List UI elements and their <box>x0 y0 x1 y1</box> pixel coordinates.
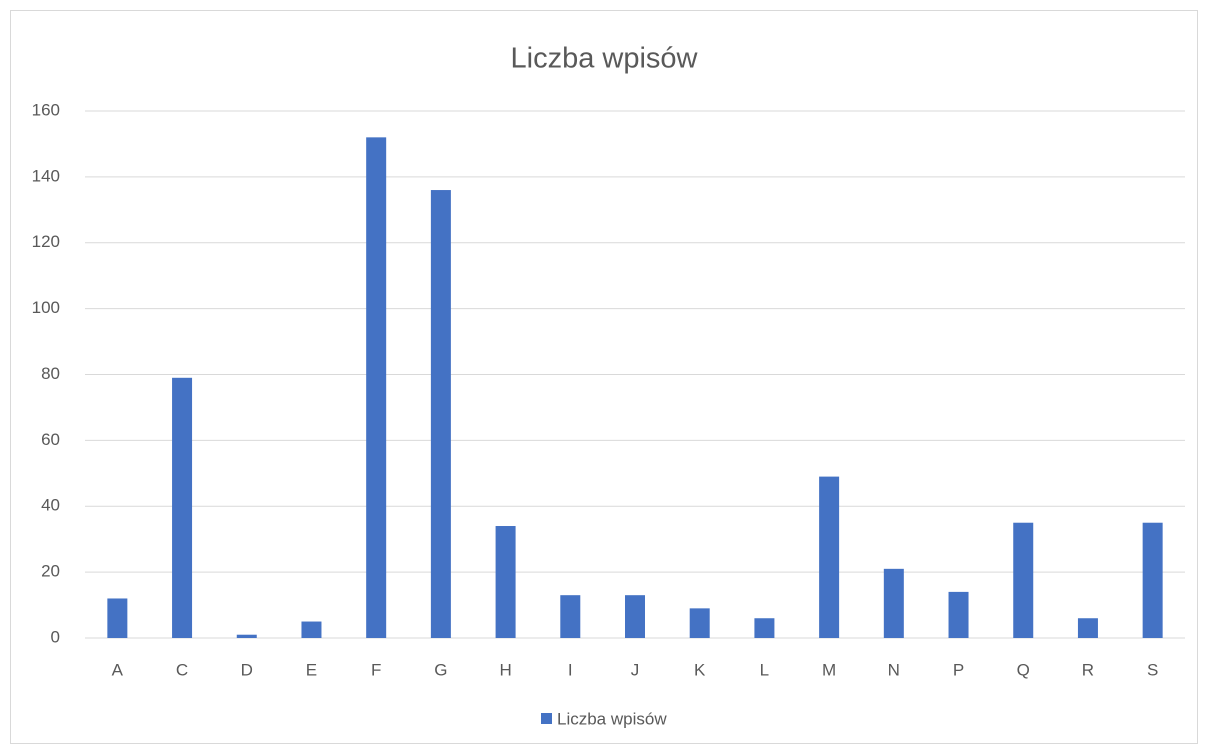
bar <box>172 377 193 638</box>
bar <box>754 618 775 638</box>
bar <box>1142 522 1163 638</box>
legend-swatch <box>541 713 552 724</box>
x-tick-label: A <box>112 660 124 679</box>
y-tick-label: 20 <box>41 562 60 581</box>
x-tick-label: K <box>694 660 706 679</box>
bar <box>883 568 904 638</box>
y-tick-label: 80 <box>41 364 60 383</box>
y-tick-label: 60 <box>41 430 60 449</box>
bar <box>948 591 969 638</box>
bar <box>366 137 387 638</box>
x-tick-label: F <box>371 660 381 679</box>
x-tick-label: D <box>241 660 253 679</box>
x-tick-label: S <box>1147 660 1158 679</box>
x-tick-label: H <box>499 660 511 679</box>
y-tick-label: 100 <box>32 298 60 317</box>
y-tick-label: 120 <box>32 232 60 251</box>
chart-title: Liczba wpisów <box>511 43 699 75</box>
chart-border <box>10 10 1198 744</box>
x-tick-label: N <box>888 660 900 679</box>
bar <box>689 608 710 638</box>
bar <box>819 476 840 638</box>
y-tick-label: 40 <box>41 496 60 515</box>
x-tick-label: J <box>631 660 640 679</box>
bar <box>301 621 322 638</box>
bar <box>430 190 451 639</box>
x-tick-label: I <box>568 660 573 679</box>
y-tick-label: 160 <box>32 100 60 119</box>
x-tick-label: M <box>822 660 836 679</box>
x-tick-label: C <box>176 660 188 679</box>
bar <box>560 595 581 638</box>
y-tick-label: 0 <box>51 627 60 646</box>
bar <box>1077 618 1098 638</box>
y-tick-label: 140 <box>32 166 60 185</box>
x-tick-label: R <box>1082 660 1094 679</box>
x-tick-label: L <box>760 660 769 679</box>
bar <box>236 634 257 638</box>
legend-label: Liczba wpisów <box>557 709 667 728</box>
x-tick-label: G <box>434 660 447 679</box>
bar <box>495 526 516 638</box>
x-tick-label: P <box>953 660 964 679</box>
x-tick-label: E <box>306 660 317 679</box>
bar <box>107 598 128 638</box>
x-tick-label: Q <box>1017 660 1030 679</box>
bar <box>625 595 645 638</box>
bar <box>1013 522 1034 638</box>
